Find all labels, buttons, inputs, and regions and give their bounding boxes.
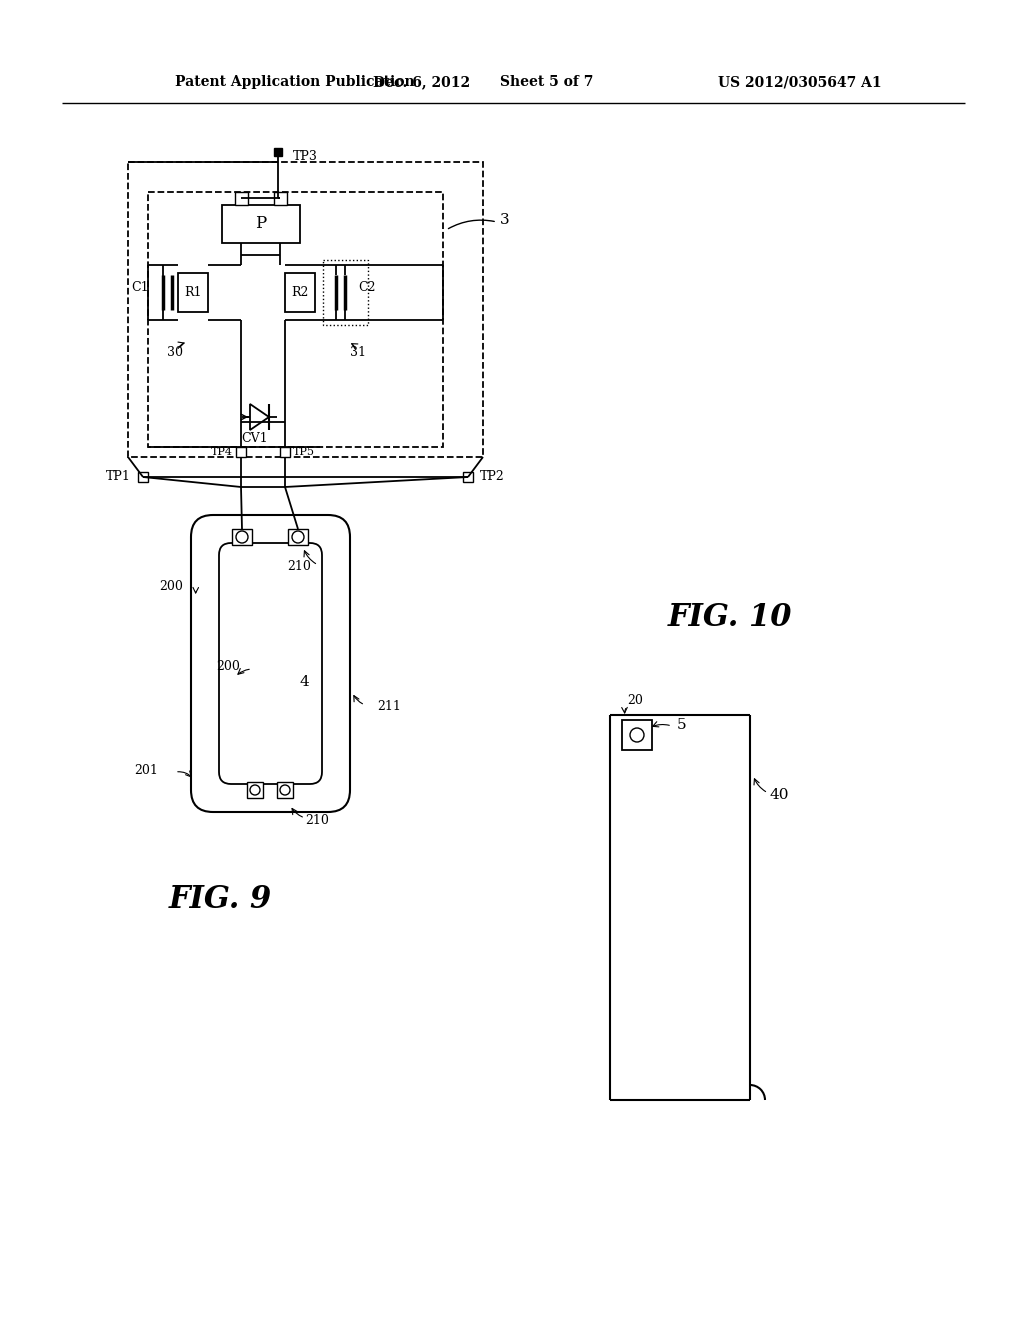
Text: TP2: TP2 [480, 470, 505, 483]
Text: FIG. 10: FIG. 10 [668, 602, 793, 634]
Bar [178, 273, 208, 312]
Bar [232, 529, 252, 545]
Bar [274, 148, 282, 156]
Text: 201: 201 [134, 763, 158, 776]
Text: C1: C1 [131, 281, 150, 294]
Text: TP4: TP4 [211, 447, 233, 457]
Bar [278, 781, 293, 799]
Bar [274, 191, 287, 205]
Circle shape [630, 729, 644, 742]
Text: R2: R2 [291, 286, 308, 300]
Bar [280, 447, 290, 457]
Text: 3: 3 [500, 213, 510, 227]
Text: US 2012/0305647 A1: US 2012/0305647 A1 [718, 75, 882, 88]
Circle shape [280, 785, 290, 795]
Text: TP5: TP5 [293, 447, 315, 457]
Bar [463, 473, 473, 482]
Text: Dec. 6, 2012: Dec. 6, 2012 [373, 75, 470, 88]
Text: Patent Application Publication: Patent Application Publication [175, 75, 415, 88]
Bar [622, 719, 652, 750]
Text: 40: 40 [770, 788, 790, 803]
Text: 211: 211 [377, 701, 400, 714]
Text: 4: 4 [300, 675, 309, 689]
Bar [128, 162, 483, 457]
Bar [222, 205, 300, 243]
Text: CV1: CV1 [242, 432, 268, 445]
Circle shape [292, 531, 304, 543]
Polygon shape [250, 404, 269, 430]
Circle shape [236, 531, 248, 543]
Bar [288, 529, 308, 545]
Text: Sheet 5 of 7: Sheet 5 of 7 [500, 75, 593, 88]
Bar [285, 273, 315, 312]
Text: 210: 210 [305, 813, 329, 826]
Text: 30: 30 [167, 346, 183, 359]
Text: R1: R1 [184, 286, 202, 300]
Text: TP3: TP3 [293, 150, 317, 162]
Circle shape [250, 785, 260, 795]
Bar [247, 781, 263, 799]
Text: 31: 31 [350, 346, 366, 359]
Bar [323, 260, 368, 325]
Bar [138, 473, 148, 482]
Bar [236, 447, 246, 457]
Text: 20: 20 [627, 693, 643, 706]
Text: TP1: TP1 [106, 470, 131, 483]
Text: 5: 5 [677, 718, 687, 733]
Bar [234, 191, 248, 205]
Text: 200: 200 [159, 581, 183, 594]
Text: C2: C2 [358, 281, 376, 294]
Bar [148, 191, 443, 447]
Text: 210: 210 [287, 561, 311, 573]
Text: FIG. 9: FIG. 9 [168, 884, 271, 916]
Text: 200: 200 [216, 660, 240, 673]
Text: P: P [255, 215, 266, 232]
